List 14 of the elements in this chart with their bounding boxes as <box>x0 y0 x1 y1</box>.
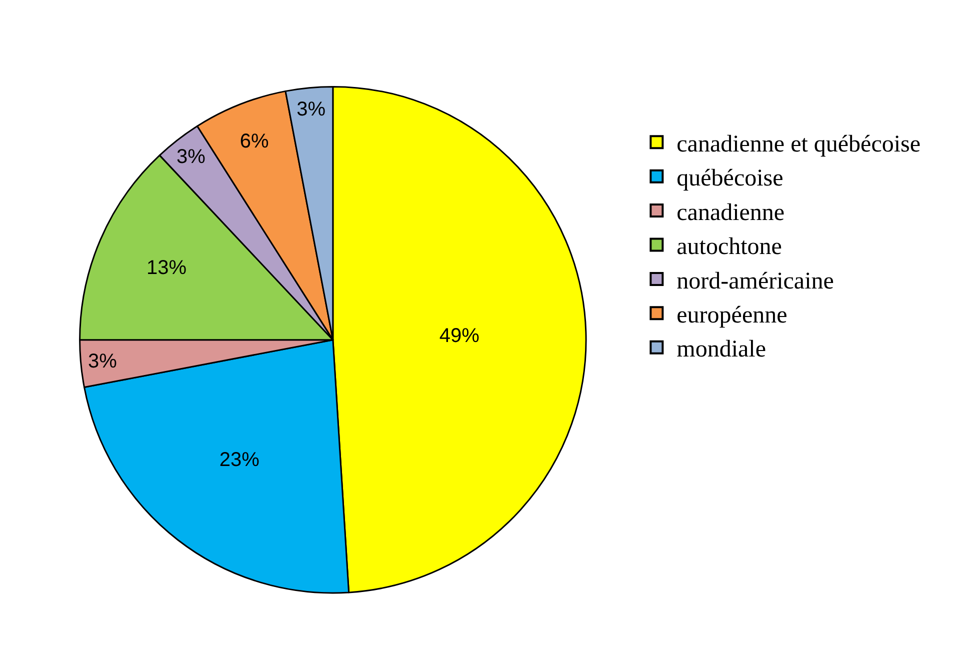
legend-label: canadienne <box>676 200 785 226</box>
data-label: 13% <box>146 256 187 279</box>
legend-label: nord-américaine <box>676 268 834 294</box>
data-label: 23% <box>219 449 260 472</box>
data-label: 49% <box>439 324 480 347</box>
data-label: 3% <box>176 146 206 168</box>
data-label: 6% <box>240 130 269 153</box>
legend-label: mondiale <box>676 336 766 363</box>
legend-label: autochtone <box>676 234 782 260</box>
data-label: 3% <box>88 350 118 373</box>
legend-label: canadienne et québécoise <box>676 132 921 158</box>
data-label: 3% <box>296 98 326 121</box>
legend-label: européenne <box>676 302 788 329</box>
legend-label: québécoise <box>676 166 784 192</box>
